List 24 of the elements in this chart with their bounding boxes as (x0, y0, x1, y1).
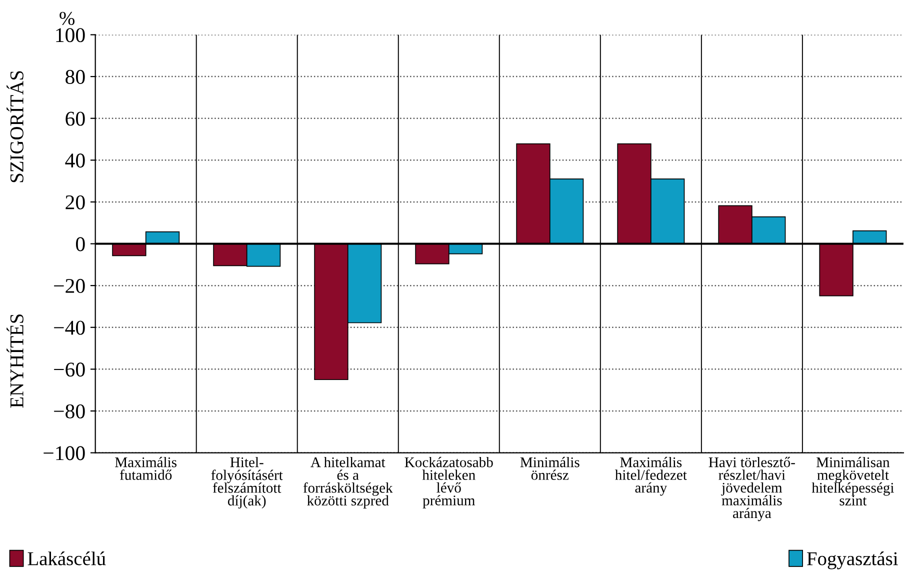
x-tick-label: Hitel- folyósításért felszámított díj(ak) (211, 456, 283, 509)
x-tick-label: Minimálisan megkövetelt hitelképességi szint (812, 456, 894, 506)
x-tick-label: Minimális önrész (520, 456, 580, 480)
y-tick-label: 100 (56, 28, 85, 42)
y-tick-label: 20 (66, 195, 85, 210)
x-tick-label: A hitelkamat és a forrásköltségek közötti szpred (303, 456, 393, 509)
y-tick-label: 0 (76, 237, 85, 252)
x-tick-label: Maximális futamidő (115, 456, 177, 480)
y-tick-label: 60 (66, 112, 85, 126)
y-tick-label: −60 (54, 362, 85, 377)
text: SZIGORÍTÁS (6, 71, 24, 182)
x-tick-label: Kockázatosabb hiteleken lévő prémium (404, 456, 493, 508)
y-axis-title: % (60, 12, 74, 26)
y-tick-label: 80 (66, 70, 85, 84)
legend-label: Lakáscélú (28, 552, 106, 566)
x-tick-label: Maximális hitel/fedezet arány (615, 456, 687, 496)
y-tick-label: −20 (54, 278, 85, 293)
legend-label: Fogyasztási (807, 552, 898, 570)
y-tick-label: −80 (54, 404, 85, 418)
x-tick-label: Havi törlesztő- részlet/havi jövedelem maximális aránya (708, 456, 795, 522)
y-tick-label: −100 (44, 446, 85, 460)
text: ENYHÍTÉS (6, 314, 24, 408)
y-tick-label: 40 (65, 154, 85, 168)
y-tick-label: −40 (54, 320, 85, 335)
